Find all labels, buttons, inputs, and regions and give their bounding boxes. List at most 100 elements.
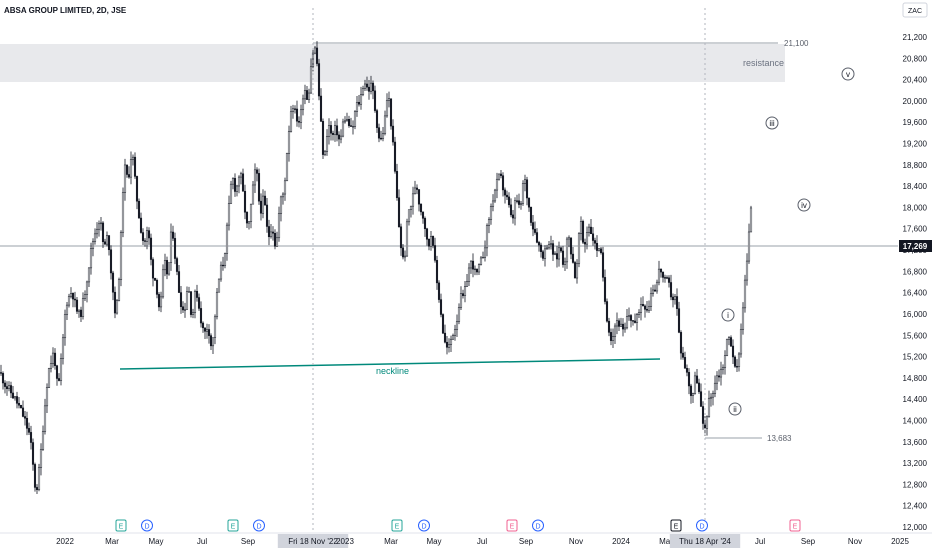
neckline-line — [119, 358, 661, 370]
candle-body — [419, 203, 423, 213]
candle-body — [487, 219, 491, 226]
candle-body — [345, 118, 349, 122]
candle-body — [725, 339, 729, 356]
candle-body — [77, 309, 81, 312]
candle-body — [749, 207, 753, 233]
candle-body — [123, 164, 127, 193]
time-tick-label: 2022 — [56, 537, 74, 546]
candle-body — [609, 332, 613, 341]
earnings-event-icon[interactable]: E — [391, 519, 403, 532]
candle-body — [241, 173, 245, 192]
currency-badge[interactable] — [902, 2, 928, 18]
candle-body — [523, 179, 527, 184]
candle-body — [257, 173, 261, 202]
candle-body — [625, 316, 629, 329]
candle-body — [271, 231, 275, 234]
candle-body — [25, 417, 29, 429]
low-level-label: 13,683 — [767, 434, 792, 443]
candle-body — [209, 335, 213, 347]
candle-body — [495, 178, 499, 191]
dividend-event-icon[interactable]: D — [418, 519, 430, 532]
candle-body — [335, 125, 339, 136]
candle-body — [15, 396, 19, 404]
candle-body — [655, 281, 659, 292]
candle-body — [201, 322, 205, 329]
candle-body — [459, 293, 463, 308]
candle-body — [475, 268, 479, 273]
candle-body — [613, 325, 617, 337]
candle-body — [145, 230, 149, 242]
candle-body — [63, 314, 67, 339]
time-tick-label: May — [426, 537, 441, 546]
event-letter: E — [510, 524, 515, 531]
candle-body — [39, 449, 43, 468]
candle-body — [49, 363, 53, 369]
candle-body — [275, 237, 279, 247]
candle-body — [403, 255, 407, 258]
candle-body — [413, 187, 417, 195]
candle-body — [303, 90, 307, 100]
event-letter: D — [421, 524, 426, 531]
candle-body — [391, 125, 395, 143]
candle-body — [415, 187, 419, 190]
earnings-event-icon[interactable]: E — [227, 519, 239, 532]
candle-body — [653, 289, 657, 292]
event-shape — [418, 519, 430, 532]
candle-body — [579, 221, 583, 234]
candle-body — [171, 231, 175, 239]
price-tick-label: 19,200 — [903, 140, 928, 149]
price-tick-label: 14,800 — [903, 374, 928, 383]
candle-body — [157, 294, 161, 308]
candle-body — [349, 125, 353, 127]
event-shape — [506, 519, 518, 532]
price-tick-label: 12,400 — [903, 502, 928, 511]
candle-body — [399, 226, 403, 249]
candle-body — [511, 214, 515, 219]
candle-body — [515, 200, 519, 202]
dividend-event-icon[interactable]: D — [141, 519, 153, 532]
candle-body — [697, 382, 701, 392]
candle-body — [521, 183, 525, 204]
candle-body — [519, 203, 523, 205]
candle-body — [719, 368, 723, 378]
candle-body — [213, 316, 217, 338]
candle-body — [723, 355, 727, 368]
candle-body — [69, 293, 73, 297]
earnings-event-icon[interactable]: E — [670, 519, 682, 532]
candle-body — [279, 196, 283, 214]
price-axis[interactable]: 21,200 20,800 20,400 20,000 19,600 19,200 18,8… — [903, 33, 928, 532]
candle-body — [587, 226, 591, 233]
candle-body — [57, 378, 61, 381]
earnings-event-icon[interactable]: E — [789, 519, 801, 532]
dividend-event-icon[interactable]: D — [696, 519, 708, 532]
candle-body — [135, 176, 139, 202]
candle-body — [473, 268, 477, 271]
candle-body — [93, 233, 97, 242]
candle-body — [143, 240, 147, 242]
candle-body — [711, 393, 715, 398]
candle-body — [631, 320, 635, 322]
candle-body — [195, 290, 199, 298]
candle-body — [569, 237, 573, 255]
candle-body — [439, 299, 443, 315]
candle-body — [113, 291, 117, 314]
candle-body — [729, 337, 733, 347]
dividend-event-icon[interactable]: D — [532, 519, 544, 532]
candle-body — [73, 298, 77, 301]
dividend-event-icon[interactable]: D — [253, 519, 265, 532]
candle-body — [55, 365, 59, 379]
candle-body — [245, 211, 249, 224]
candle-body — [289, 111, 293, 132]
candle-body — [239, 173, 243, 178]
candle-body — [527, 197, 531, 208]
event-shape — [253, 519, 265, 532]
candle-body — [621, 323, 625, 330]
candle-body — [693, 375, 697, 394]
candle-body — [115, 300, 119, 314]
candle-body — [387, 98, 391, 101]
earnings-event-icon[interactable]: E — [506, 519, 518, 532]
earnings-event-icon[interactable]: E — [115, 519, 127, 532]
candle-body — [79, 309, 83, 317]
